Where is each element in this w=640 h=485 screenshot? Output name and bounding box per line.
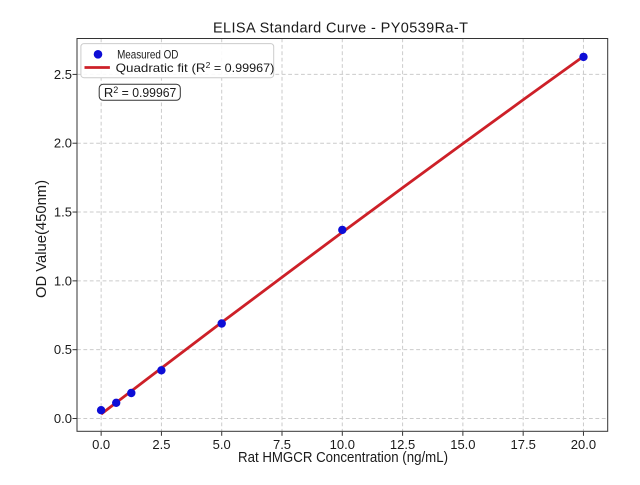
svg-text:0.0: 0.0 [54,411,72,426]
svg-text:Measured OD: Measured OD [117,48,179,62]
svg-text:2.5: 2.5 [54,67,72,82]
svg-text:0.5: 0.5 [54,342,72,357]
svg-text:Rat HMGCR Concentration (ng/mL: Rat HMGCR Concentration (ng/mL) [238,450,448,466]
svg-text:ELISA Standard Curve - PY0539R: ELISA Standard Curve - PY0539Ra-T [213,20,468,36]
svg-text:7.5: 7.5 [273,437,291,452]
svg-text:5.0: 5.0 [213,437,231,452]
svg-text:17.5: 17.5 [511,437,536,452]
svg-text:15.0: 15.0 [450,437,475,452]
svg-text:10.0: 10.0 [330,437,355,452]
svg-text:OD Value(450nm): OD Value(450nm) [34,180,50,298]
svg-text:Quadratic fit (R2 = 0.99967): Quadratic fit (R2 = 0.99967) [116,60,275,75]
svg-text:20.0: 20.0 [571,437,596,452]
svg-text:12.5: 12.5 [390,437,415,452]
svg-text:2.5: 2.5 [152,437,170,452]
svg-text:0.0: 0.0 [92,437,110,452]
svg-text:1.5: 1.5 [54,205,72,220]
svg-text:1.0: 1.0 [54,273,72,288]
svg-text:R2 = 0.99967: R2 = 0.99967 [104,85,176,100]
svg-text:2.0: 2.0 [54,136,72,151]
